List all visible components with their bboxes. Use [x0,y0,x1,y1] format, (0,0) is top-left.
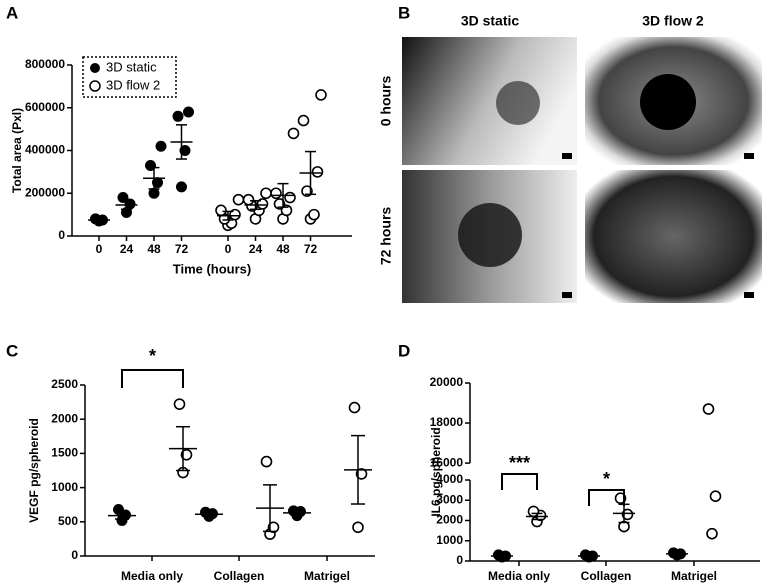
y-tick-label: 0 [58,228,65,242]
data-point [297,114,310,127]
data-point [215,204,227,217]
micrograph [402,37,577,165]
scale-bar [562,153,572,159]
data-point [148,187,160,199]
x-tick-label: 0 [96,242,103,256]
data-point [180,448,193,461]
y-tick-label: 20000 [430,375,464,389]
data-point [348,401,361,414]
significance-label: * [603,469,610,489]
data-point [311,166,324,178]
data-point [702,403,715,415]
y-tick-label: 400000 [25,143,65,157]
x-tick-label: Collagen [214,569,265,583]
spheroid [458,203,522,267]
column-title: 3D static [461,13,520,29]
significance-label: *** [509,453,530,473]
data-point [270,187,282,200]
micrograph [585,170,762,303]
legend-marker [90,63,100,73]
y-tick-label: 1000 [51,480,78,494]
x-tick-label: Collagen [581,569,632,583]
row-title: 72 hours [378,207,394,266]
panel-label: A [6,3,18,22]
y-tick-label: 2500 [51,377,78,391]
x-axis-label: Time (hours) [173,261,252,276]
data-point [352,521,364,534]
y-tick-label: 3000 [436,492,463,506]
spheroid [496,81,540,125]
data-point [183,106,194,118]
y-tick-label: 4000 [436,472,463,486]
legend-label: 3D static [106,59,157,74]
y-tick-label: 0 [456,553,463,567]
spheroid [640,74,696,130]
panel-label: C [6,341,18,360]
x-tick-label: 48 [276,242,290,256]
x-tick-label: 48 [147,242,161,256]
data-point [308,208,320,221]
y-tick-label: 1500 [51,446,78,460]
x-tick-label: Media only [121,569,183,583]
y-tick-label: 200000 [25,185,65,199]
data-point [267,521,280,534]
y-axis-label: IL6 pg/spheroid [429,427,443,516]
x-tick-label: 24 [249,242,263,256]
y-tick-label: 800000 [25,57,65,71]
legend-marker [89,80,101,92]
data-point [284,191,296,204]
data-point [260,187,272,200]
scale-bar [562,292,572,298]
row-title: 0 hours [378,76,394,127]
legend-label: 3D flow 2 [106,77,160,92]
scale-bar [744,153,754,159]
significance-bracket [501,473,538,490]
data-point [287,127,300,140]
y-axis-label: Total area (Pxl) [10,108,24,193]
data-point [232,193,245,206]
x-tick-label: Matrigel [304,569,350,583]
data-point [173,398,186,410]
data-point [179,145,191,156]
panel-label: B [398,3,410,22]
data-point [155,140,167,152]
data-point [706,527,718,540]
data-point [260,455,273,468]
column-title: 3D flow 2 [642,13,704,29]
y-tick-label: 2000 [51,411,78,425]
data-point [709,490,722,503]
panel-label: D [398,341,410,360]
y-tick-label: 600000 [25,100,65,114]
x-tick-label: 72 [175,242,189,256]
y-tick-label: 18000 [430,415,464,429]
significance-bracket [588,489,625,506]
scale-bar [744,292,754,298]
x-tick-label: 24 [120,242,134,256]
y-tick-label: 0 [71,548,78,562]
y-tick-label: 16000 [430,455,464,469]
data-point [315,89,327,101]
y-tick-label: 2000 [436,513,463,527]
y-axis-label: VEGF pg/spheroid [27,418,41,523]
data-point [621,508,634,521]
significance-label: * [149,346,156,366]
data-point [355,468,368,480]
x-tick-label: 0 [225,242,232,256]
data-point [242,193,255,206]
x-tick-label: Matrigel [671,569,717,583]
x-tick-label: 72 [304,242,318,256]
y-tick-label: 1000 [436,533,463,547]
image-panel: B 3D static 3D flow 2 0 hours 72 hours [378,3,762,303]
significance-bracket [121,369,184,388]
data-point [176,181,187,193]
data-point [172,110,184,122]
y-tick-label: 500 [58,514,78,528]
x-tick-label: Media only [488,569,550,583]
